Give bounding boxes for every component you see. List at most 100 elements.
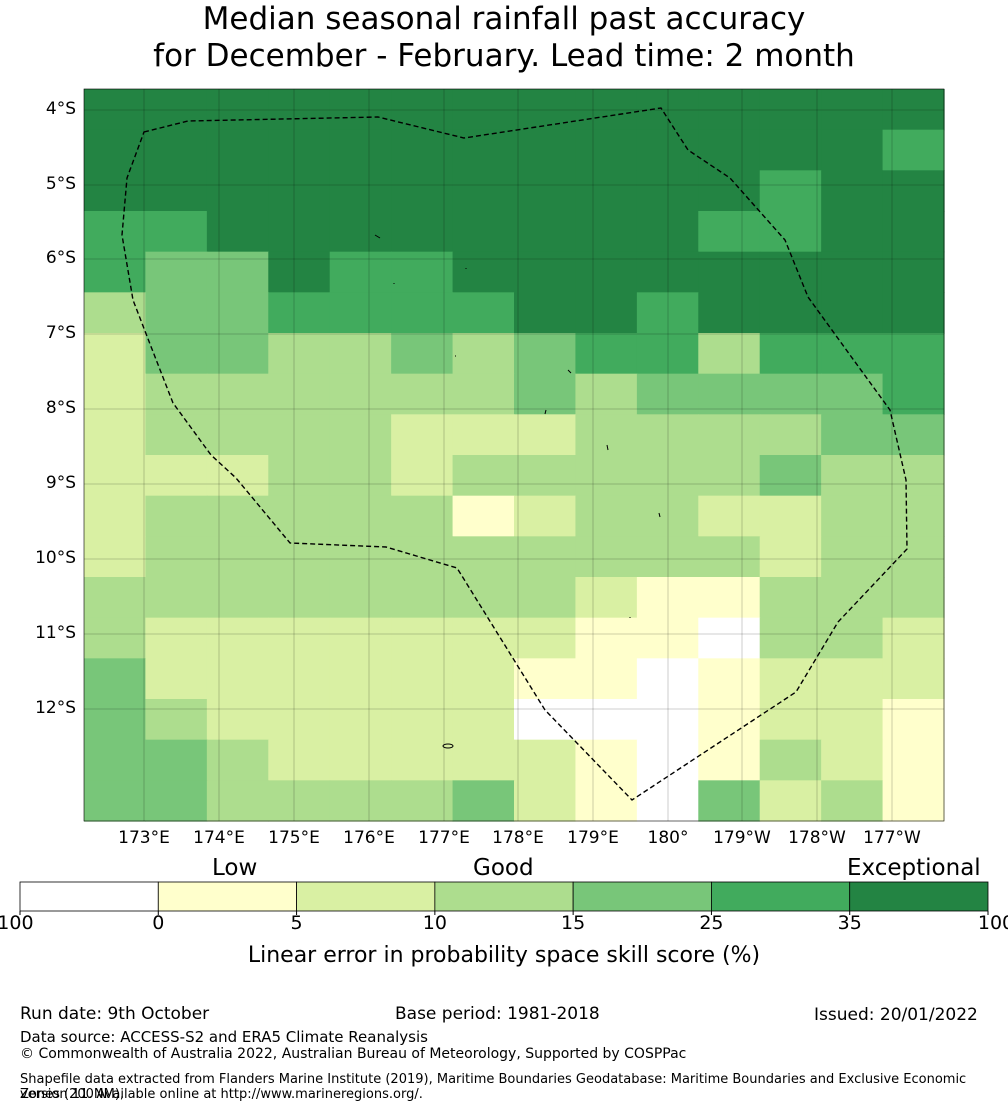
- grid-cell: [207, 130, 269, 171]
- grid-cell: [268, 496, 330, 537]
- base-period: Base period: 1981-2018: [395, 1004, 600, 1024]
- colorbar-tick-label: 35: [820, 912, 880, 934]
- grid-cell: [207, 699, 269, 740]
- grid-cell: [575, 699, 637, 740]
- grid-cell: [268, 333, 330, 374]
- grid-cell: [698, 130, 760, 171]
- grid-cell: [453, 414, 515, 455]
- grid-cell: [84, 455, 146, 496]
- grid-cell: [453, 699, 515, 740]
- grid-cell: [575, 414, 637, 455]
- colorbar-swatch: [297, 882, 435, 911]
- colorbar: [20, 882, 988, 915]
- grid-cell: [145, 780, 207, 821]
- grid-cell: [84, 658, 146, 699]
- grid-cell: [268, 780, 330, 821]
- longitude-label: 174°E: [179, 828, 259, 848]
- grid-cell: [207, 333, 269, 374]
- grid-cell: [821, 414, 883, 455]
- grid-cell: [453, 780, 515, 821]
- grid-cell: [760, 211, 822, 252]
- grid-cell: [145, 699, 207, 740]
- grid-cell: [330, 780, 392, 821]
- shapefile-credit-line-2: version 11. Available online at http://w…: [20, 1087, 423, 1102]
- grid-cell: [760, 130, 822, 171]
- grid-cell: [207, 170, 269, 211]
- grid-cell: [207, 292, 269, 333]
- grid-cell: [453, 740, 515, 781]
- run-date: Run date: 9th October: [20, 1004, 209, 1024]
- grid-cell: [145, 740, 207, 781]
- colorbar-axis-label: Linear error in probability space skill …: [0, 943, 1008, 968]
- grid-cell: [514, 211, 576, 252]
- colorbar-swatch: [158, 882, 296, 911]
- grid-cell: [330, 740, 392, 781]
- grid-cell: [330, 699, 392, 740]
- grid-cell: [330, 577, 392, 618]
- grid-cell: [207, 658, 269, 699]
- grid-cell: [453, 455, 515, 496]
- grid-cell: [821, 455, 883, 496]
- colorbar-tick-label: 0: [128, 912, 188, 934]
- grid-cell: [698, 496, 760, 537]
- grid-cell: [207, 455, 269, 496]
- grid-cell: [575, 170, 637, 211]
- grid-cell: [760, 740, 822, 781]
- grid-cell: [575, 780, 637, 821]
- grid-cell: [760, 496, 822, 537]
- grid-cell: [821, 699, 883, 740]
- grid-cell: [760, 292, 822, 333]
- grid-cell: [145, 170, 207, 211]
- grid-cell: [514, 577, 576, 618]
- colorbar-swatch: [435, 882, 573, 911]
- grid-cell: [330, 496, 392, 537]
- grid-cell: [821, 292, 883, 333]
- grid-cell: [698, 414, 760, 455]
- grid-cell: [207, 496, 269, 537]
- grid-cell: [698, 252, 760, 293]
- longitude-label: 175°E: [254, 828, 334, 848]
- grid-cell: [453, 130, 515, 171]
- grid-cell: [84, 130, 146, 171]
- grid-cell: [268, 455, 330, 496]
- grid-cell: [821, 780, 883, 821]
- issued-date: Issued: 20/01/2022: [814, 1005, 978, 1025]
- grid-cell: [760, 414, 822, 455]
- category-exceptional: Exceptional: [847, 855, 981, 881]
- grid-cell: [698, 740, 760, 781]
- longitude-label: 179°E: [553, 828, 633, 848]
- grid-cell: [698, 211, 760, 252]
- grid-cell: [145, 211, 207, 252]
- grid-cell: [268, 211, 330, 252]
- grid-cell: [575, 333, 637, 374]
- latitude-label: 11°S: [16, 623, 76, 643]
- grid-cell: [268, 699, 330, 740]
- skill-score-grid: [84, 89, 945, 822]
- grid-cell: [575, 211, 637, 252]
- grid-cell: [84, 618, 146, 659]
- colorbar-tick-label: 25: [681, 912, 741, 934]
- latitude-label: 9°S: [16, 473, 76, 493]
- grid-cell: [575, 292, 637, 333]
- grid-cell: [453, 333, 515, 374]
- grid-cell: [330, 211, 392, 252]
- grid-cell: [145, 455, 207, 496]
- grid-cell: [514, 130, 576, 171]
- grid-cell: [821, 333, 883, 374]
- grid-cell: [760, 618, 822, 659]
- grid-cell: [145, 292, 207, 333]
- grid-cell: [514, 658, 576, 699]
- colorbar-tick-label: -100: [0, 912, 42, 934]
- copyright: © Commonwealth of Australia 2022, Austra…: [20, 1046, 686, 1062]
- grid-cell: [145, 130, 207, 171]
- grid-cell: [268, 536, 330, 577]
- grid-cell: [514, 618, 576, 659]
- grid-cell: [575, 496, 637, 537]
- grid-cell: [145, 333, 207, 374]
- grid-cell: [760, 780, 822, 821]
- grid-cell: [84, 740, 146, 781]
- grid-cell: [575, 618, 637, 659]
- grid-cell: [514, 414, 576, 455]
- grid-cell: [514, 170, 576, 211]
- longitude-label: 176°E: [329, 828, 409, 848]
